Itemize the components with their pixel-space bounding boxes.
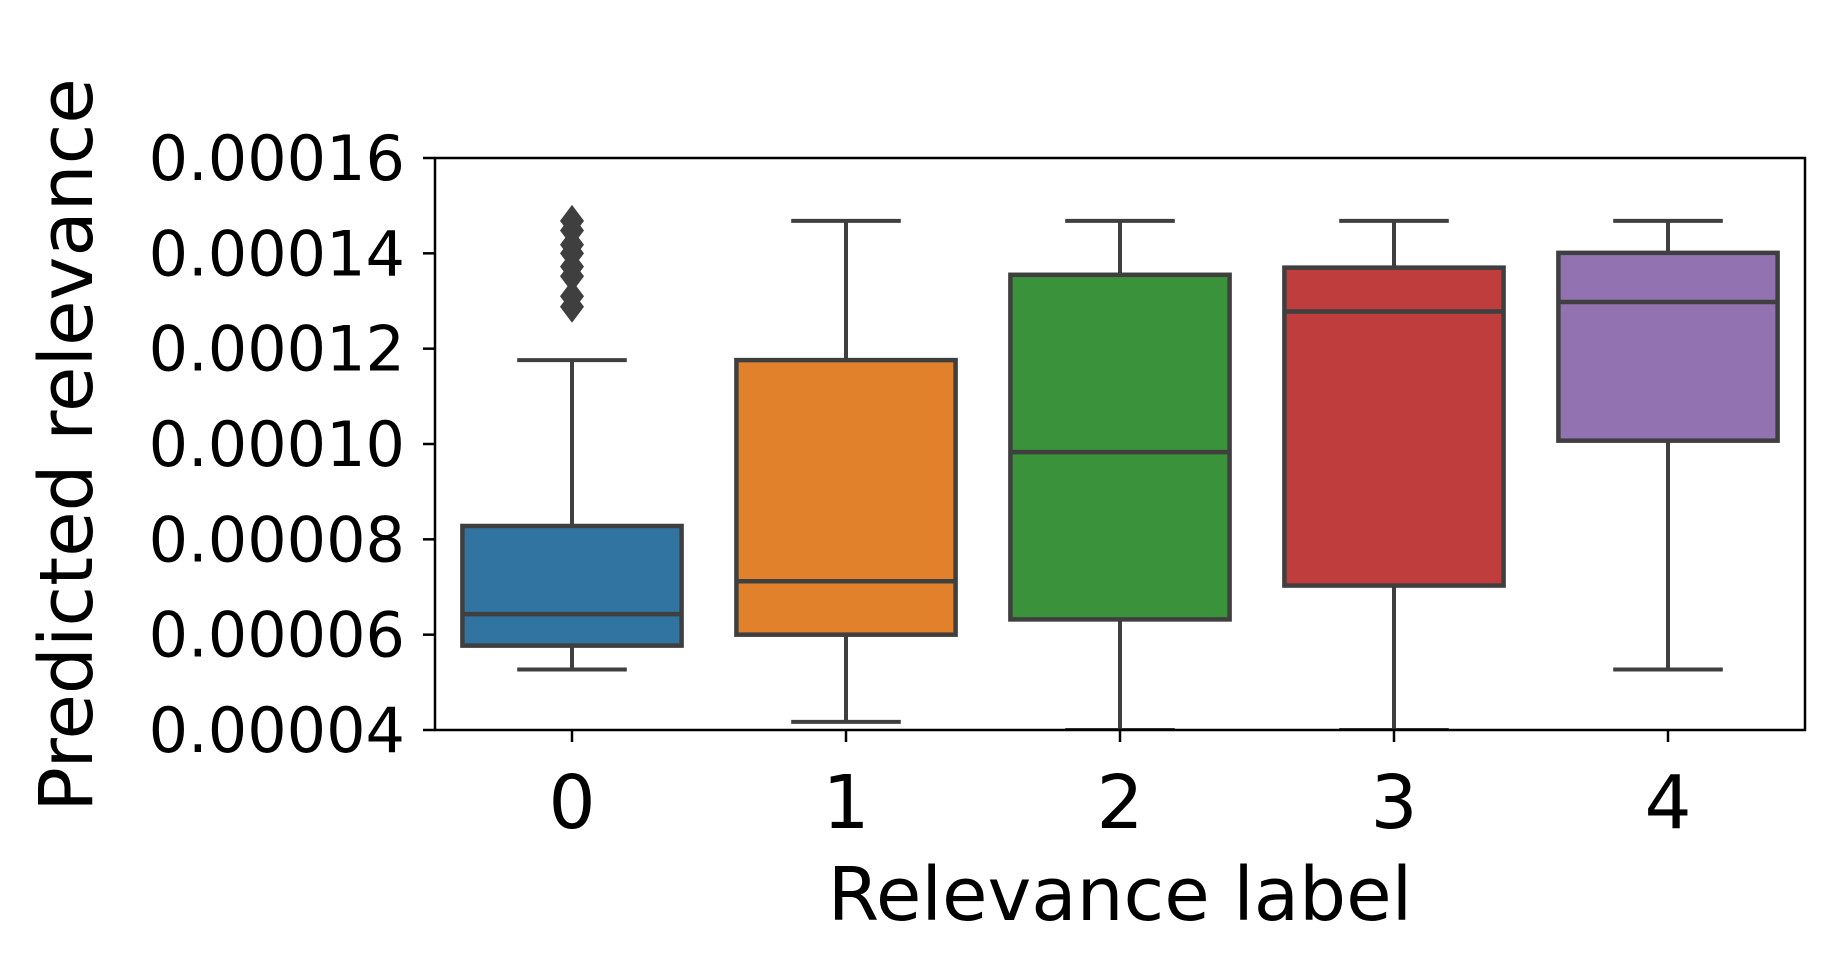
outlier-point	[560, 204, 584, 237]
y-tick-label: 0.00006	[149, 599, 405, 672]
y-tick-label: 0.00016	[149, 122, 405, 195]
y-tick-label: 0.00012	[149, 313, 405, 386]
box-3	[1282, 265, 1506, 588]
x-axis-title: Relevance label	[828, 852, 1412, 938]
y-tick-label: 0.00014	[149, 217, 405, 290]
x-tick-label: 2	[1096, 760, 1143, 846]
x-tick-label: 0	[548, 760, 595, 846]
box-2	[1008, 272, 1232, 622]
plot-area	[460, 204, 1780, 730]
boxes-group	[460, 204, 1780, 730]
y-tick-label: 0.00004	[149, 694, 405, 767]
y-tick-label: 0.00008	[149, 503, 405, 576]
box-0	[460, 523, 684, 648]
y-axis: 0.00004 0.00006 0.00008 0.00010 0.00012 0.000…	[149, 122, 435, 767]
y-tick-label: 0.00010	[149, 408, 405, 481]
x-axis: 0 1 2 3 4	[548, 730, 1692, 846]
x-tick-label: 3	[1370, 760, 1417, 846]
box-1	[734, 357, 958, 637]
box-4	[1556, 250, 1780, 443]
x-tick-label: 1	[822, 760, 869, 846]
x-tick-label: 4	[1644, 760, 1691, 846]
y-axis-title: Predicted relevance	[24, 78, 110, 812]
outlier-point	[560, 280, 584, 313]
